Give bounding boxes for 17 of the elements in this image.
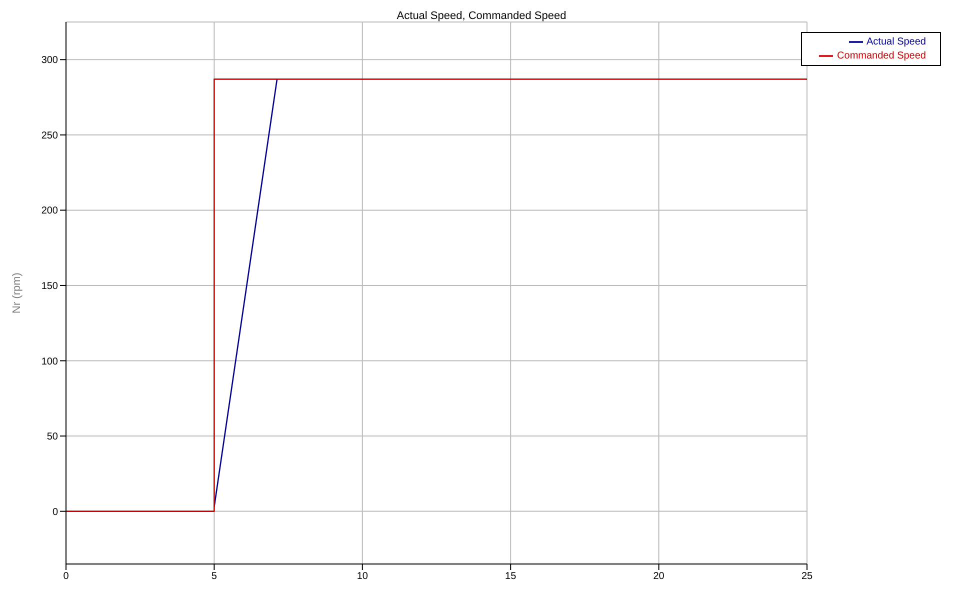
y-axis-title: Nr (rpm): [10, 272, 23, 314]
chart-title: Actual Speed, Commanded Speed: [396, 10, 568, 22]
y-tick-label: 100: [41, 356, 58, 368]
x-tick-label: 0: [63, 571, 70, 582]
x-tick-label: 15: [505, 571, 517, 582]
y-tick-label: 300: [41, 55, 58, 66]
y-tick-label: 250: [41, 130, 58, 142]
x-tick-label: 5: [211, 571, 218, 582]
legend-label: Actual Speed: [866, 36, 926, 48]
x-tick-label: 10: [356, 571, 368, 582]
legend-label: Commanded Speed: [837, 50, 926, 62]
x-tick-label: 25: [801, 571, 813, 582]
y-tick-label: 200: [41, 206, 58, 217]
y-tick-label: 150: [41, 281, 58, 292]
y-tick-label: 0: [52, 506, 58, 518]
x-tick-label: 20: [653, 571, 665, 582]
y-tick-label: 50: [46, 432, 58, 443]
